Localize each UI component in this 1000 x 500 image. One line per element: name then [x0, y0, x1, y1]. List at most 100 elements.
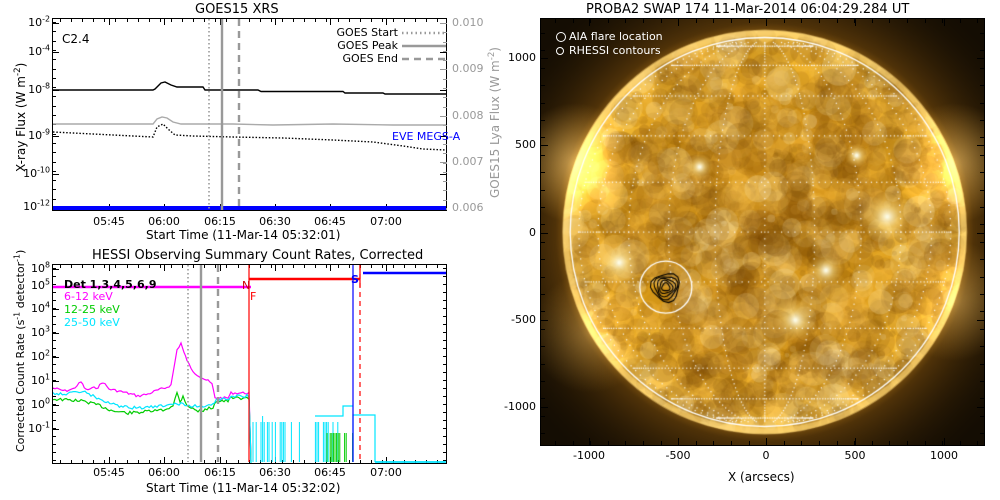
hessi-y-minor-tick — [52, 428, 56, 429]
goes-x-minor-tick-t — [193, 18, 194, 22]
goes-y-minor-tick — [52, 41, 56, 42]
solar-legend-label-1: RHESSI contours — [569, 44, 661, 57]
goes-x-minor-tick-t — [282, 18, 283, 22]
hessi-x-minor-tick — [282, 460, 283, 464]
hessi-y-minor-tick — [52, 444, 56, 445]
hessi-x-minor-tick — [104, 460, 105, 464]
solar-x-minor-tick — [573, 441, 574, 446]
hessi-y-minor-tick — [52, 420, 56, 421]
hessi-6-12kev-trace — [53, 341, 252, 462]
hessi-y-minor-tick — [52, 380, 56, 381]
hessi-x-minor-tick — [160, 460, 161, 464]
goes-y2-minor-tick — [443, 79, 447, 80]
solar-y-minor-tick — [540, 172, 545, 173]
hessi-x-tick-2: 06:15 — [204, 466, 236, 479]
goes-legend-item-2: GOES End — [330, 52, 448, 65]
hessi-x-minor-tick-t — [193, 264, 194, 268]
solar-y-minor-tick-r — [980, 68, 985, 69]
goes-x-minor-tick-t — [215, 18, 216, 22]
solar-x-minor-tick — [643, 441, 644, 446]
hessi-y-minor-tick — [52, 340, 56, 341]
solar-x-major-tick-3 — [855, 438, 856, 446]
hessi-x-minor-tick — [293, 460, 294, 464]
solar-image-title: PROBA2 SWAP 174 11-Mar-2014 06:04:29.284… — [586, 2, 910, 17]
solar-x-minor-tick — [854, 441, 855, 446]
goes-y-axis-label: X-ray Flux (W m-2) — [13, 63, 28, 172]
solar-y-minor-tick-r — [980, 190, 985, 191]
goes-y2-minor-tick — [443, 153, 447, 154]
solar-x-major-tick-4 — [944, 438, 945, 446]
hessi-x-major-tick-t-3 — [275, 264, 276, 271]
goes-x-tick-0: 05:45 — [93, 215, 125, 228]
solar-x-minor-tick-t — [590, 18, 591, 23]
hessi-y-minor-tick-r — [443, 300, 447, 301]
solar-x-minor-tick-t — [960, 18, 961, 23]
solar-x-minor-tick — [889, 441, 890, 446]
goes-class-annotation: C2.4 — [62, 32, 90, 46]
hessi-y-minor-tick — [52, 404, 56, 405]
solar-x-minor-tick — [713, 441, 714, 446]
hessi-x-minor-tick-t — [415, 264, 416, 268]
solar-x-minor-tick — [977, 441, 978, 446]
solar-x-minor-tick — [819, 441, 820, 446]
goes-x-minor-tick-t — [93, 18, 94, 22]
hessi-y-minor-tick-r — [443, 396, 447, 397]
goes-y2-minor-tick — [443, 200, 447, 201]
solar-x-axis-label: X (arcsecs) — [728, 470, 795, 484]
solar-y-minor-tick — [540, 381, 545, 382]
hessi-series-svg — [53, 265, 446, 463]
goes-y2-axis-label-text: GOES15 Lya Flux (W m — [488, 60, 502, 198]
goes-x-minor-tick-t — [271, 18, 272, 22]
goes-x-minor-tick-t — [226, 18, 227, 22]
goes-short-channel-trace — [53, 116, 446, 126]
solar-y-minor-tick-r — [980, 242, 985, 243]
hessi-legend-item-1: 12-25 keV — [64, 303, 120, 316]
hessi-y-major-tick-6 — [52, 405, 59, 406]
solar-y-major-tick-1 — [540, 145, 548, 146]
solar-x-minor-tick-t — [784, 18, 785, 23]
hessi-x-minor-tick-t — [60, 264, 61, 268]
solar-x-minor-tick — [678, 441, 679, 446]
solar-y-major-tick-r-3 — [977, 320, 985, 321]
solar-x-minor-tick — [625, 441, 626, 446]
hessi-y-minor-tick-r — [443, 308, 447, 309]
hessi-tail-cyan — [352, 414, 376, 462]
hessi-step-cyan — [315, 405, 353, 417]
solar-y-minor-tick-r — [980, 398, 985, 399]
hessi-y-minor-tick — [52, 292, 56, 293]
goes-long-channel-trace — [53, 81, 446, 95]
goes-x-tick-5: 07:00 — [370, 215, 402, 228]
solar-y-minor-tick — [540, 120, 545, 121]
solar-x-minor-tick — [661, 441, 662, 446]
hessi-y-tick-2: 104 — [30, 300, 50, 315]
solar-x-minor-tick — [766, 441, 767, 446]
goes-y-minor-tick — [52, 87, 56, 88]
solar-y-major-tick-r-2 — [977, 233, 985, 234]
hessi-x-minor-tick-t — [282, 264, 283, 268]
solar-x-minor-tick — [696, 441, 697, 446]
hessi-y-minor-tick — [52, 300, 56, 301]
goes-y2-minor-tick — [443, 42, 447, 43]
goes-y-major-tick-1 — [52, 52, 59, 53]
solar-y-minor-tick-r — [980, 364, 985, 365]
goes-plot-title: GOES15 XRS — [195, 2, 279, 17]
solar-image[interactable] — [540, 18, 985, 446]
solar-x-minor-tick-t — [713, 18, 714, 23]
goes-y2-minor-tick — [443, 135, 447, 136]
goes-plot-frame — [52, 18, 447, 211]
goes-legend-swatch-dashed-icon — [402, 57, 446, 61]
hessi-y-minor-tick-r — [443, 356, 447, 357]
solar-x-minor-tick — [801, 441, 802, 446]
solar-x-minor-tick-t — [643, 18, 644, 23]
hessi-y-minor-tick-r — [443, 292, 447, 293]
goes-legend-swatch-dotted-icon — [402, 31, 446, 35]
hessi-y-minor-tick-r — [443, 404, 447, 405]
solar-y-minor-tick — [540, 416, 545, 417]
hessi-y-major-tick-5 — [52, 381, 59, 382]
goes-y-minor-tick — [52, 59, 56, 60]
solar-x-minor-tick — [608, 441, 609, 446]
goes-x-minor-tick-t — [204, 18, 205, 22]
solar-y-major-tick-r-1 — [977, 145, 985, 146]
solar-y-minor-tick — [540, 259, 545, 260]
